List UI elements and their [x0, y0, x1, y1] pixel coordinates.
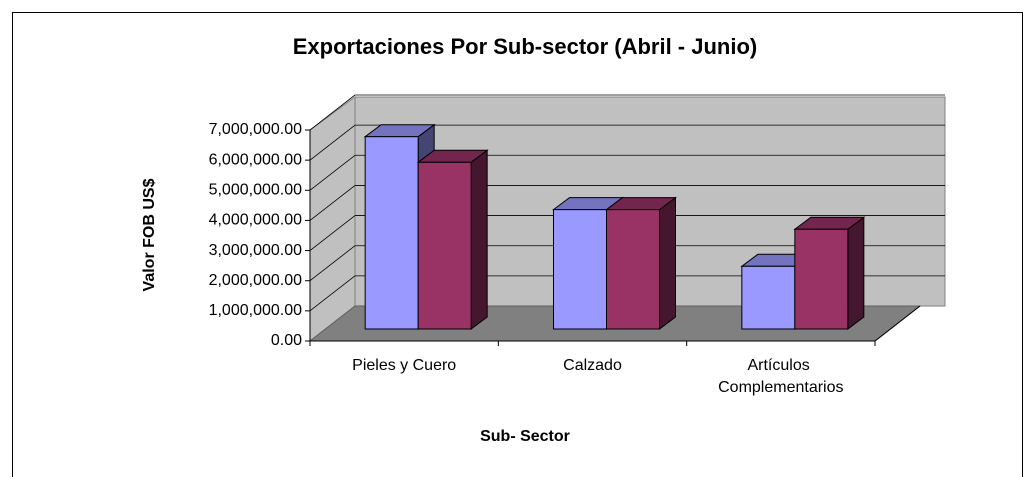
- y-tick-label: 6,000,000.00: [209, 151, 303, 168]
- side-wall: [309, 96, 356, 343]
- bar-front: [794, 228, 849, 330]
- bar-front: [741, 265, 796, 330]
- grid-line: [309, 94, 356, 131]
- grid-line: [309, 245, 356, 282]
- bar: [416, 149, 489, 330]
- grid-line: [309, 124, 356, 161]
- grid-line: [309, 275, 356, 312]
- x-tick-label-line: Artículos: [747, 357, 814, 374]
- bar: [605, 196, 677, 330]
- y-tick-label: 7,000,000.00: [209, 121, 303, 138]
- x-tick-label: Artículos Complementarios: [718, 357, 843, 396]
- bar-side: [470, 149, 488, 330]
- y-tick-label: 1,000,000.00: [209, 302, 303, 319]
- x-tick-label: Pieles y Cuero: [352, 357, 456, 374]
- x-tick-label: Calzado: [563, 357, 622, 374]
- chart-title: Exportaciones Por Sub-sector (Abril - Ju…: [293, 34, 758, 59]
- bar-front: [364, 136, 419, 330]
- x-axis-label: Sub- Sector: [480, 428, 570, 445]
- grid-line: [309, 215, 356, 251]
- y-tick-label: 5,000,000.00: [209, 182, 303, 199]
- bar-front: [553, 209, 607, 330]
- bar: [793, 216, 866, 330]
- grid-line: [309, 185, 356, 221]
- y-tick-label: 0.00: [271, 332, 302, 349]
- y-tick-label: 4,000,000.00: [209, 212, 303, 229]
- bar-front: [417, 161, 472, 330]
- y-tick-label: 3,000,000.00: [209, 242, 303, 259]
- bar-side: [847, 216, 865, 330]
- y-tick-label: 2,000,000.00: [209, 272, 303, 289]
- grid-line: [309, 154, 356, 191]
- bar-front: [606, 209, 660, 330]
- x-tick-label-line: Complementarios: [718, 379, 843, 396]
- x-axis-depth: [874, 305, 921, 342]
- bar-side: [659, 196, 676, 330]
- y-axis-label: Valor FOB US$: [141, 178, 158, 291]
